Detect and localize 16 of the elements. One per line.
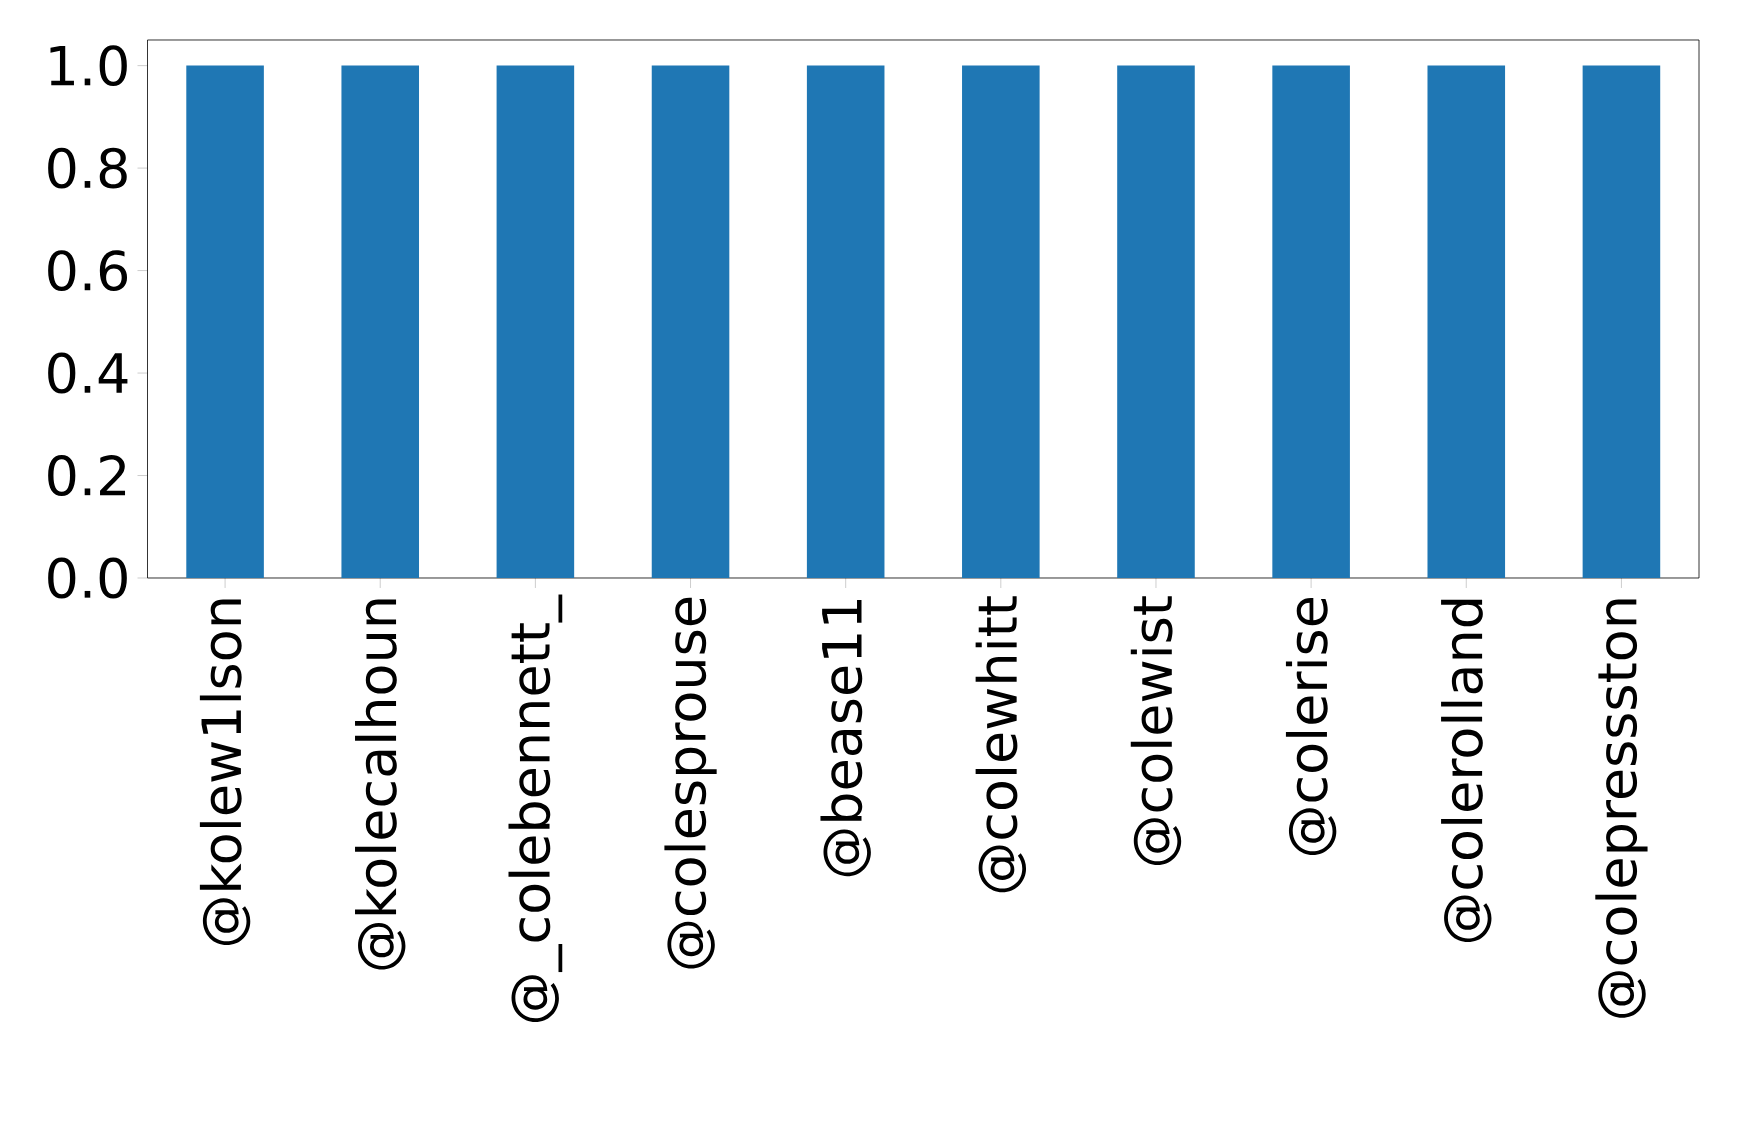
x-tick-label: @kolew1lson bbox=[199, 599, 251, 946]
x-tick-label: @kolecalhoun bbox=[355, 599, 406, 970]
y-tick-label: 0.2 bbox=[48, 455, 126, 496]
x-tick-label: @colewist bbox=[1130, 596, 1182, 865]
y-tick-label: 0.4 bbox=[48, 352, 128, 394]
x-tick-label: @colesprouse bbox=[664, 597, 717, 969]
x-tick-label: @colewhitt bbox=[975, 596, 1027, 893]
x-tick-label: @bease11 bbox=[820, 600, 871, 877]
y-tick-label: 0.6 bbox=[48, 250, 128, 291]
x-tick-label: @colerise bbox=[1285, 597, 1337, 856]
y-tick-label: 0.0 bbox=[48, 557, 127, 599]
y-tick-label: 0.8 bbox=[48, 147, 127, 189]
x-tick-label: @colepressston bbox=[1595, 599, 1648, 1018]
y-tick-label: 1.0 bbox=[50, 45, 127, 87]
x-tick-label: @_colebennett_ bbox=[508, 594, 563, 1022]
x-tick-label: @colerolland bbox=[1441, 599, 1492, 943]
